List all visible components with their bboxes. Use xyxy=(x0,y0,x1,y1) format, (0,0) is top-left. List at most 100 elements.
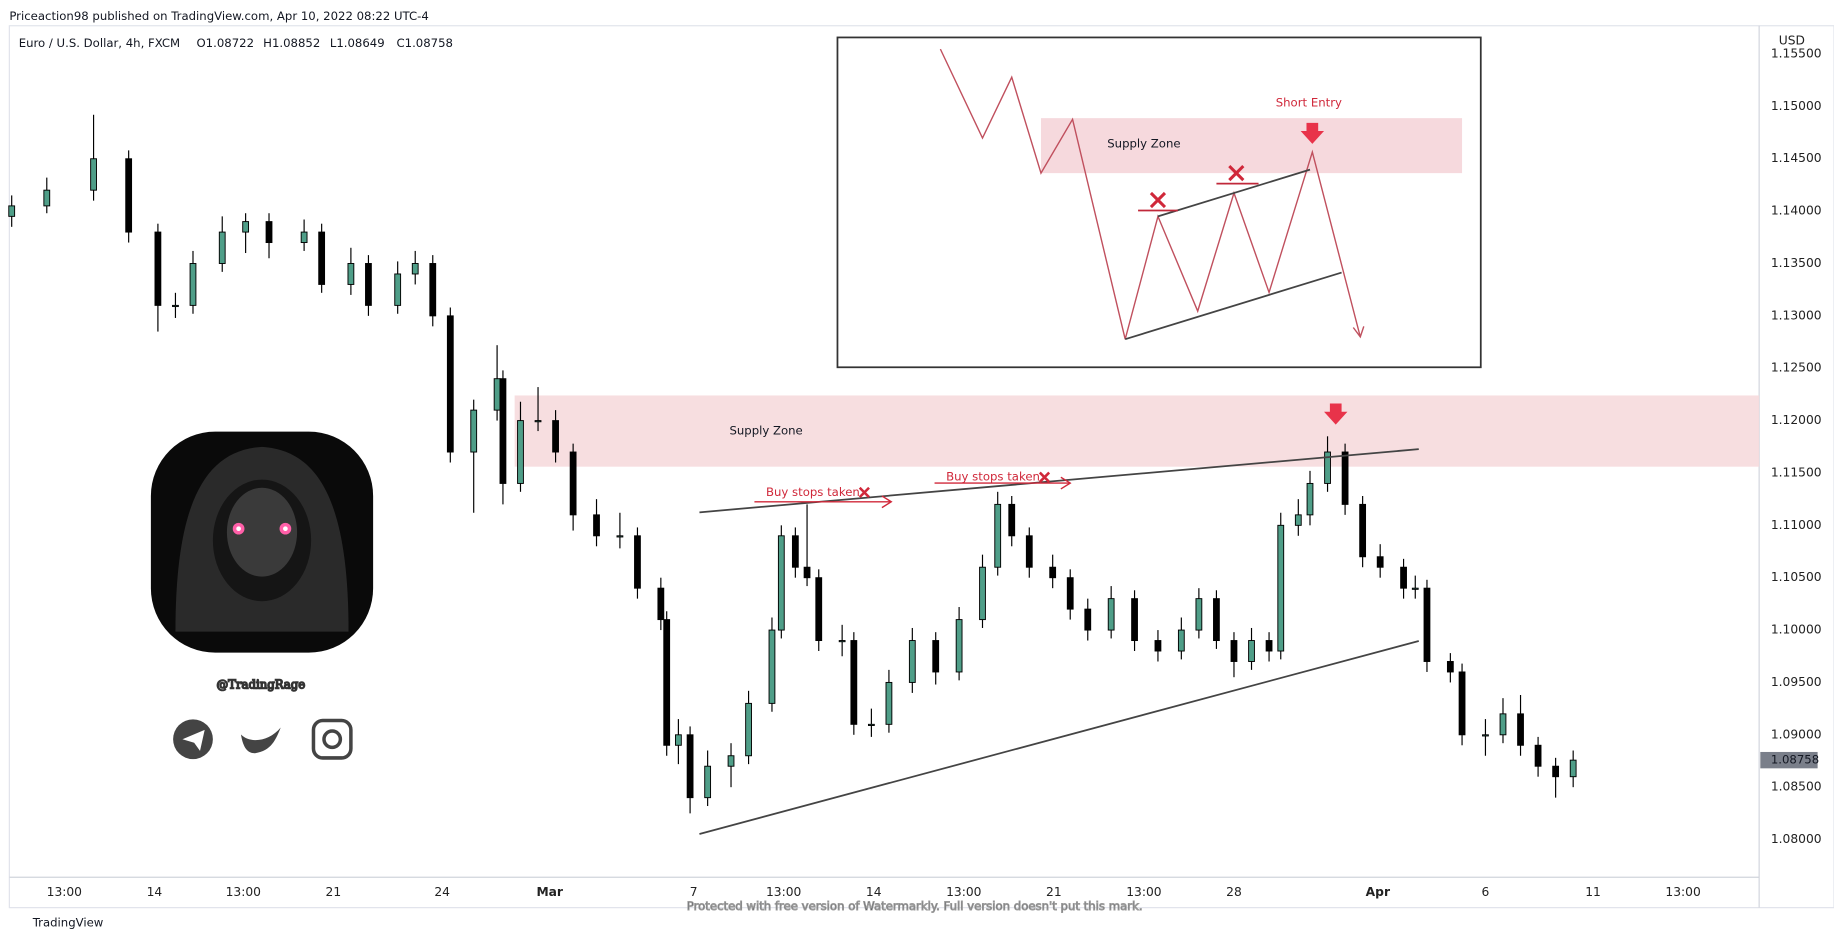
candle-body xyxy=(172,304,179,308)
y-tick-label: 1.11000 xyxy=(1771,518,1822,532)
symbol: Euro / U.S. Dollar, 4h, FXCM xyxy=(19,36,180,50)
inset-entry-label: Short Entry xyxy=(1276,95,1342,109)
supply-zone-label: Supply Zone xyxy=(729,424,802,438)
candle-body xyxy=(1482,734,1489,737)
candle-body xyxy=(318,231,326,285)
candle-body xyxy=(1025,535,1033,568)
candle-body xyxy=(470,409,478,453)
candle-body xyxy=(517,420,524,484)
y-tick-label: 1.12000 xyxy=(1771,413,1822,427)
candle-body xyxy=(745,702,752,757)
candle-body xyxy=(1517,713,1524,746)
candle-body xyxy=(1499,713,1507,736)
last-price-label: 1.08758 xyxy=(1771,753,1819,767)
candle-body xyxy=(663,619,671,746)
candle-body xyxy=(1552,765,1560,778)
y-tick-label: 1.10500 xyxy=(1771,570,1822,584)
candle-body xyxy=(1534,744,1542,767)
annotation: Buy stops taken xyxy=(766,485,860,499)
candle-body xyxy=(616,535,624,538)
watermark: Protected with free version of Watermark… xyxy=(687,899,1143,913)
candle-body xyxy=(218,231,226,264)
candle-body xyxy=(1306,482,1314,516)
candle-body xyxy=(994,503,1002,568)
candle-body xyxy=(1294,514,1302,526)
handle: @TradingRage xyxy=(216,677,305,691)
last-price-box xyxy=(1760,751,1818,769)
support-trendline xyxy=(699,640,1420,835)
candle-body xyxy=(493,378,501,411)
candle-body xyxy=(499,378,507,484)
annotation: Buy stops taken xyxy=(946,470,1040,484)
y-tick-label: 1.08500 xyxy=(1771,780,1822,794)
x-tick-label: Mar xyxy=(536,885,563,899)
candle-body xyxy=(394,273,402,306)
x-tick-label: 21 xyxy=(1046,885,1062,899)
candle-body xyxy=(803,566,811,579)
y-tick-label: 1.08000 xyxy=(1771,832,1822,846)
candle-body xyxy=(955,619,963,673)
candle-body xyxy=(189,263,197,306)
candle-body xyxy=(1230,640,1238,662)
candle-body xyxy=(125,158,133,233)
x-tick-label: 13:00 xyxy=(226,885,261,899)
candle-body xyxy=(979,566,986,621)
x-tick-label: 14 xyxy=(147,885,163,899)
candle-body xyxy=(90,158,97,191)
x-tick-label: 14 xyxy=(866,885,882,899)
candle-body xyxy=(265,221,273,244)
candle-body xyxy=(727,755,735,767)
ohlc-value: C1.08758 xyxy=(397,36,454,50)
candle-body xyxy=(154,231,162,306)
candle-body xyxy=(1376,556,1384,568)
candle-body xyxy=(908,640,916,683)
candle-body xyxy=(1131,598,1138,642)
candle-body xyxy=(1049,566,1057,579)
candle-body xyxy=(657,587,665,621)
candle-body xyxy=(867,723,875,726)
candle-body xyxy=(411,263,419,275)
candle-body xyxy=(8,205,16,217)
candle-body xyxy=(1446,661,1454,673)
candle-body xyxy=(838,640,846,643)
buy-stops-marker xyxy=(754,471,1072,509)
candle-body xyxy=(1569,759,1577,778)
candle-body xyxy=(1324,451,1331,484)
candle-body xyxy=(932,640,940,673)
y-tick-label: 1.14500 xyxy=(1771,151,1822,165)
candle-body xyxy=(1213,598,1220,642)
candle-body xyxy=(569,451,577,516)
x-tick-label: 13:00 xyxy=(766,885,801,899)
candle-body xyxy=(686,734,694,799)
x-tick-label: 11 xyxy=(1585,885,1601,899)
candle-body xyxy=(1154,640,1162,652)
frame xyxy=(8,25,1834,909)
candle-body xyxy=(777,535,785,631)
candle-body xyxy=(1177,629,1185,652)
candle-body xyxy=(1359,503,1367,558)
x-tick-label: 13:00 xyxy=(1126,885,1161,899)
inset-diagram xyxy=(836,36,1482,369)
candle-body xyxy=(1265,640,1273,652)
y-tick-label: 1.13000 xyxy=(1771,308,1822,322)
short-arrow xyxy=(1324,403,1348,425)
candle-body xyxy=(1400,566,1407,589)
x-tick-label: 7 xyxy=(690,885,698,899)
y-tick-label: 1.09000 xyxy=(1771,727,1822,741)
publisher: Priceaction98 published on TradingView.c… xyxy=(9,9,428,23)
candle-body xyxy=(552,420,559,453)
currency: USD xyxy=(1779,33,1805,47)
candle-body xyxy=(534,420,542,423)
candle-body xyxy=(1066,577,1074,610)
candle-body xyxy=(815,577,823,642)
candle-body xyxy=(634,535,641,589)
y-tick-label: 1.12500 xyxy=(1771,361,1822,375)
candle-body xyxy=(1084,608,1092,631)
y-tick-label: 1.14000 xyxy=(1771,204,1822,218)
candle-body xyxy=(675,734,682,746)
candle-body xyxy=(1248,640,1255,662)
inset-zone-label: Supply Zone xyxy=(1107,136,1180,150)
x-tick-label: 21 xyxy=(326,885,342,899)
